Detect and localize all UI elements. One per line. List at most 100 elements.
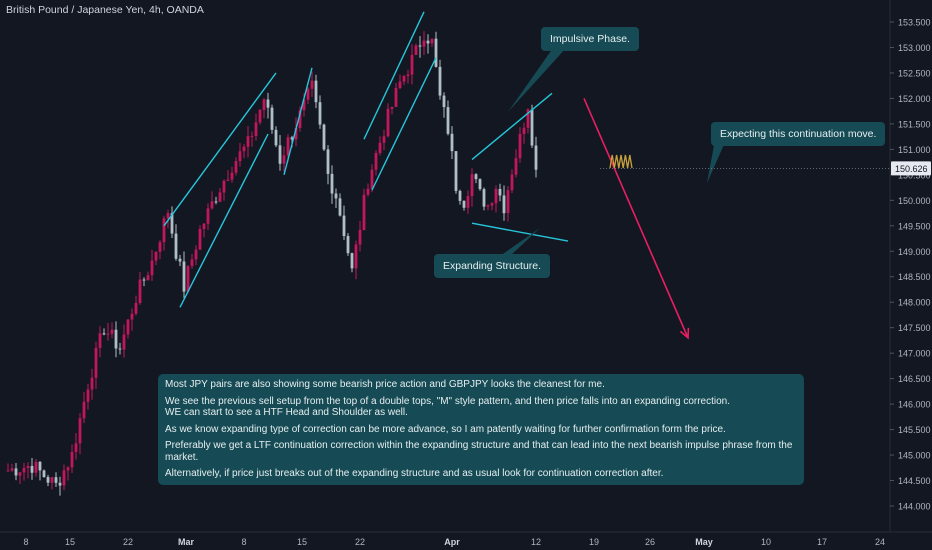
candle-body <box>530 109 534 146</box>
candle-body <box>262 99 266 110</box>
chart-title: British Pound / Japanese Yen, 4h, OANDA <box>6 4 204 16</box>
candle-body <box>358 229 362 245</box>
y-tick-label: 148.000 <box>898 298 931 308</box>
candle-body <box>102 333 106 335</box>
candle-body <box>286 137 290 156</box>
y-tick-label: 147.500 <box>898 323 931 333</box>
projection-arrow <box>583 98 689 339</box>
candle-body <box>218 192 222 202</box>
candle-body <box>414 45 418 55</box>
candle-body <box>34 461 38 473</box>
y-tick-label: 147.000 <box>898 349 931 359</box>
y-tick-label: 151.500 <box>898 119 931 129</box>
candle-body <box>422 40 426 47</box>
candle-body <box>442 95 446 108</box>
x-tick-label: 12 <box>531 537 541 547</box>
candle-body <box>318 102 322 125</box>
candle-body <box>398 81 402 88</box>
candle-body <box>126 319 130 335</box>
candle-body <box>514 158 518 175</box>
candle-body <box>62 470 66 486</box>
note-paragraph: Most JPY pairs are also showing some bea… <box>165 379 605 390</box>
candle-body <box>274 129 278 146</box>
x-tick-label: 10 <box>761 537 771 547</box>
candle-body <box>238 151 242 162</box>
candle-body <box>98 333 102 348</box>
current-price-tag <box>891 161 931 176</box>
candle-body <box>210 201 214 209</box>
note-paragraph: Preferably we get a LTF continuation cor… <box>165 440 793 463</box>
candle-body <box>490 203 494 206</box>
y-tick-label: 153.000 <box>898 43 931 53</box>
candle-body <box>474 174 478 180</box>
current-price-label: 150.626 <box>895 164 928 174</box>
y-tick-label: 146.000 <box>898 400 931 410</box>
y-tick-label: 152.500 <box>898 68 931 78</box>
candle-body <box>454 151 458 191</box>
candle-body <box>182 261 186 292</box>
candle-body <box>450 133 454 152</box>
x-tick-label: 15 <box>297 537 307 547</box>
candle-body <box>134 302 138 314</box>
candle-body <box>482 189 486 207</box>
x-tick-label: May <box>695 537 713 547</box>
x-tick-label: 22 <box>123 537 133 547</box>
candle-body <box>290 137 294 140</box>
candle-body <box>38 461 42 471</box>
note-paragraph: We see the previous sell setup from the … <box>165 395 731 419</box>
analysis-note[interactable]: Most JPY pairs are also showing some bea… <box>158 374 804 485</box>
candle-body <box>518 133 522 159</box>
candle-body <box>70 451 74 468</box>
channel-line <box>179 133 269 308</box>
candle-body <box>166 213 170 219</box>
expanding-structure-callout[interactable]: Expanding Structure. <box>434 254 551 278</box>
channel-line <box>471 222 569 242</box>
y-tick-label: 148.500 <box>898 272 931 282</box>
candle-body <box>270 107 274 130</box>
continuation-move-callout[interactable]: Expecting this continuation move. <box>711 122 886 146</box>
candle-body <box>410 54 414 75</box>
candle-body <box>394 87 398 107</box>
candle-body <box>426 40 430 44</box>
y-tick-label: 152.000 <box>898 94 931 104</box>
candle-body <box>418 45 422 47</box>
candle-body <box>14 468 18 476</box>
candle-body <box>370 169 374 189</box>
note-paragraph: Alternatively, if price just breaks out … <box>165 468 664 479</box>
candle-body <box>82 401 86 419</box>
candle-body <box>158 242 162 252</box>
candle-body <box>18 472 22 476</box>
y-tick-label: 144.000 <box>898 502 931 512</box>
candle-body <box>58 482 62 486</box>
candle-body <box>42 470 46 478</box>
x-tick-label: 8 <box>23 537 28 547</box>
candle-body <box>458 190 462 201</box>
candle-body <box>242 146 246 152</box>
y-tick-label: 150.000 <box>898 196 931 206</box>
candle-body <box>502 195 506 214</box>
candle-body <box>430 38 434 44</box>
candle-body <box>470 174 474 197</box>
y-tick-label: 151.000 <box>898 145 931 155</box>
candle-body <box>350 253 354 269</box>
candle-body <box>346 235 350 254</box>
candle-body <box>334 193 338 199</box>
candle-body <box>446 107 450 134</box>
impulsive-phase-callout[interactable]: Impulsive Phase. <box>541 27 639 51</box>
candle-body <box>214 201 218 203</box>
candle-body <box>170 213 174 234</box>
candle-body <box>306 88 310 100</box>
candle-body <box>486 205 490 207</box>
candle-body <box>402 76 406 82</box>
x-tick-label: 24 <box>875 537 885 547</box>
y-tick-label: 145.500 <box>898 425 931 435</box>
candle-body <box>162 218 166 243</box>
note-paragraph: As we know expanding type of correction … <box>165 423 726 435</box>
candle-body <box>246 136 250 147</box>
candle-body <box>90 377 94 390</box>
candle-body <box>466 196 470 208</box>
candle-body <box>138 279 142 303</box>
candle-body <box>6 470 10 472</box>
